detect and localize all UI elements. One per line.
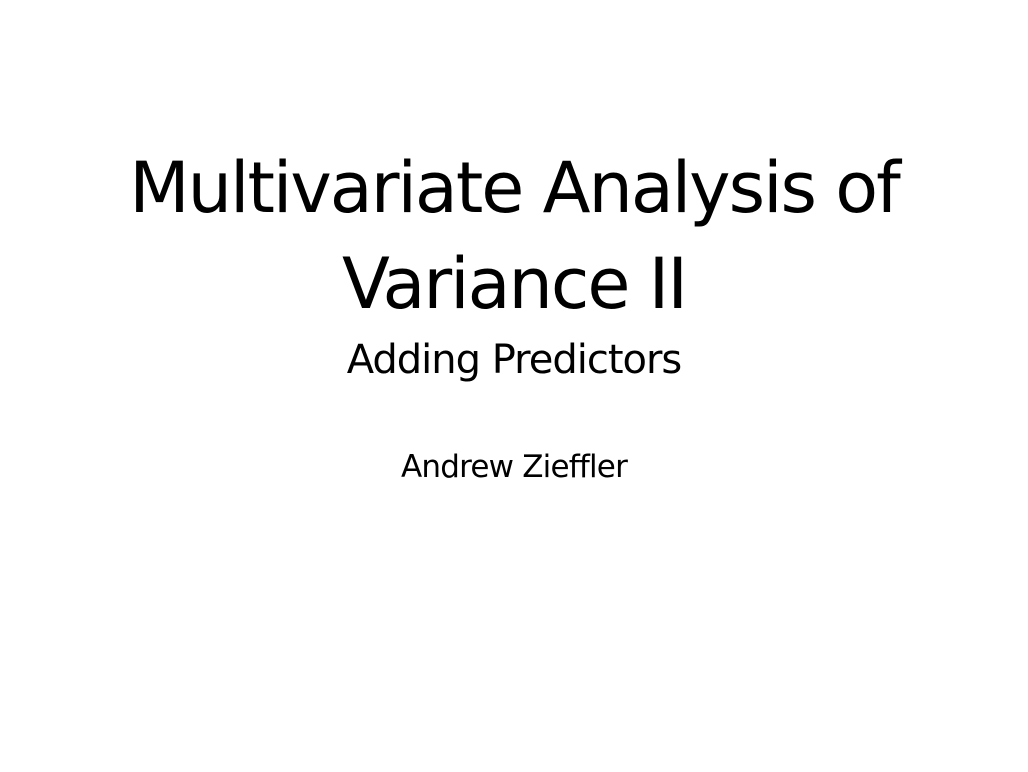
slide-author: Andrew Zieffler xyxy=(400,449,628,485)
slide-subtitle: Adding Predictors xyxy=(346,337,683,383)
slide-title-line-1: Multivariate Analysis of xyxy=(129,147,900,229)
slide-title-line-2: Variance II xyxy=(342,243,688,325)
slide-title: Multivariate Analysis of Variance II xyxy=(0,140,1028,332)
